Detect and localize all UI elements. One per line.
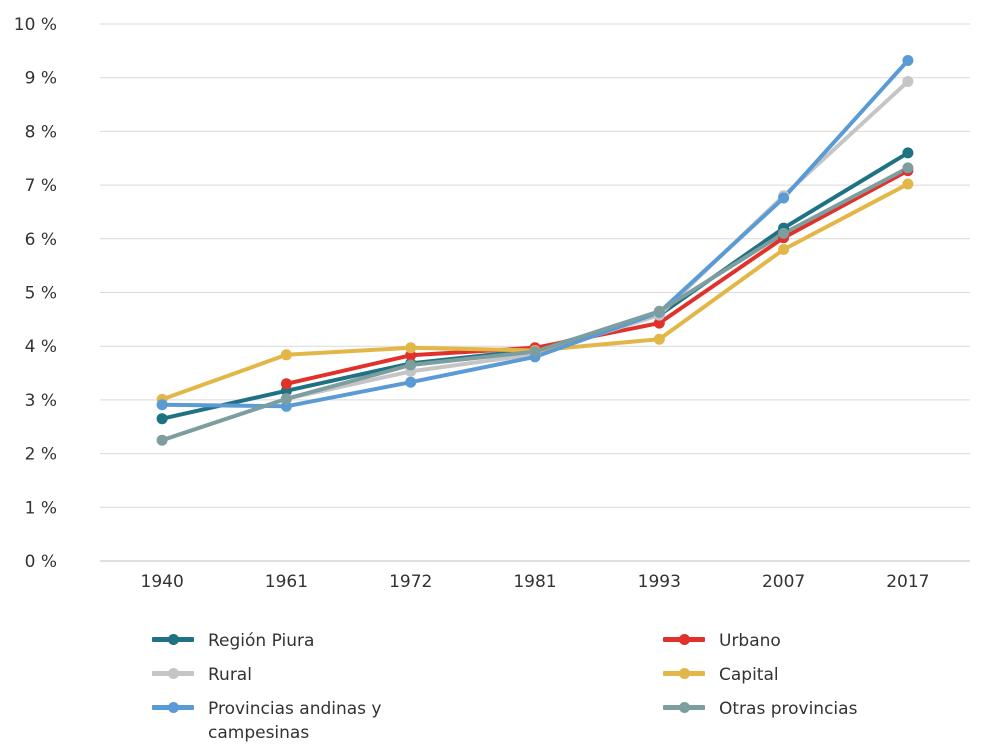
x-tick-label: 2007 xyxy=(762,572,805,592)
y-tick-label: 9 % xyxy=(25,69,57,89)
data-point xyxy=(405,376,417,388)
x-tick-label: 1972 xyxy=(389,572,432,592)
data-point xyxy=(653,333,665,345)
legend-item-provincias-andinas[interactable]: Provincias andinas y campesinas xyxy=(152,697,448,745)
series-line-0 xyxy=(160,150,910,421)
legend-dot-marker xyxy=(168,634,179,645)
data-point xyxy=(902,55,914,66)
legend-dot-marker xyxy=(679,668,690,679)
y-tick-label: 3 % xyxy=(25,391,57,411)
legend-dot-marker xyxy=(679,702,690,713)
legend-item-rural[interactable]: Rural xyxy=(152,663,252,687)
x-tick-label: 1981 xyxy=(513,572,556,592)
legend-item-urbano[interactable]: Urbano xyxy=(663,629,781,653)
data-point xyxy=(653,317,665,329)
data-point xyxy=(902,76,914,87)
x-tick-label: 1993 xyxy=(638,572,681,592)
legend-swatch xyxy=(663,663,705,685)
data-point xyxy=(902,162,914,174)
series-points xyxy=(156,55,914,446)
series-line-3 xyxy=(160,182,910,402)
y-tick-label: 2 % xyxy=(25,445,57,465)
x-tick-label: 1940 xyxy=(141,572,184,592)
legend-swatch xyxy=(663,697,705,719)
data-point xyxy=(902,178,914,190)
legend-item-region-piura[interactable]: Región Piura xyxy=(152,629,314,653)
y-tick-label: 1 % xyxy=(25,498,57,518)
y-axis-tick-labels: 0 % 1 % 2 % 3 % 4 % 5 % 6 % 7 % 8 % 9 % 10 % xyxy=(14,15,57,572)
legend-swatch xyxy=(152,629,194,651)
series-line-5 xyxy=(160,165,910,443)
grid-lines xyxy=(100,23,970,562)
legend-label: Otras provincias xyxy=(719,699,858,719)
series-lines xyxy=(160,58,910,443)
data-point xyxy=(280,378,292,390)
legend-label: Provincias andinas y campesinas xyxy=(208,699,382,743)
data-point xyxy=(778,244,790,255)
legend-item-otras-provincias[interactable]: Otras provincias xyxy=(663,697,857,721)
data-point xyxy=(156,413,168,425)
data-point xyxy=(529,346,541,358)
data-point xyxy=(778,192,790,204)
legend-label: Urbano xyxy=(719,631,781,651)
y-tick-label: 0 % xyxy=(25,552,57,572)
y-tick-label: 6 % xyxy=(25,230,57,250)
legend-item-capital[interactable]: Capital xyxy=(663,663,779,687)
data-point xyxy=(653,305,665,317)
data-point xyxy=(778,227,790,239)
x-tick-label: 2017 xyxy=(886,572,929,592)
legend-dot-marker xyxy=(168,702,179,713)
legend-label: Capital xyxy=(719,665,779,685)
data-point xyxy=(902,147,914,159)
legend-dot-marker xyxy=(679,634,690,645)
series-line-1 xyxy=(284,168,910,386)
y-tick-label: 10 % xyxy=(14,15,57,35)
x-tick-label: 1961 xyxy=(265,572,308,592)
y-tick-label: 5 % xyxy=(25,284,57,304)
data-point xyxy=(156,399,168,411)
data-point xyxy=(405,342,417,354)
data-point xyxy=(156,434,168,446)
y-tick-label: 8 % xyxy=(25,122,57,142)
data-point xyxy=(405,359,417,371)
y-tick-label: 4 % xyxy=(25,337,57,357)
legend-swatch xyxy=(152,663,194,685)
data-point xyxy=(280,393,292,405)
x-axis-tick-labels: 1940 1961 1972 1981 1993 2007 2017 xyxy=(141,572,930,592)
y-tick-label: 7 % xyxy=(25,176,57,196)
data-point xyxy=(280,349,292,361)
legend-swatch xyxy=(663,629,705,651)
legend-dot-marker xyxy=(168,668,179,679)
legend-label: Rural xyxy=(208,665,252,685)
line-chart: 0 %1 %2 %3 %4 %5 %6 %7 %8 %9 %10 % 1940 1… xyxy=(14,15,970,592)
legend-swatch xyxy=(152,697,194,719)
legend-label: Región Piura xyxy=(208,631,315,651)
